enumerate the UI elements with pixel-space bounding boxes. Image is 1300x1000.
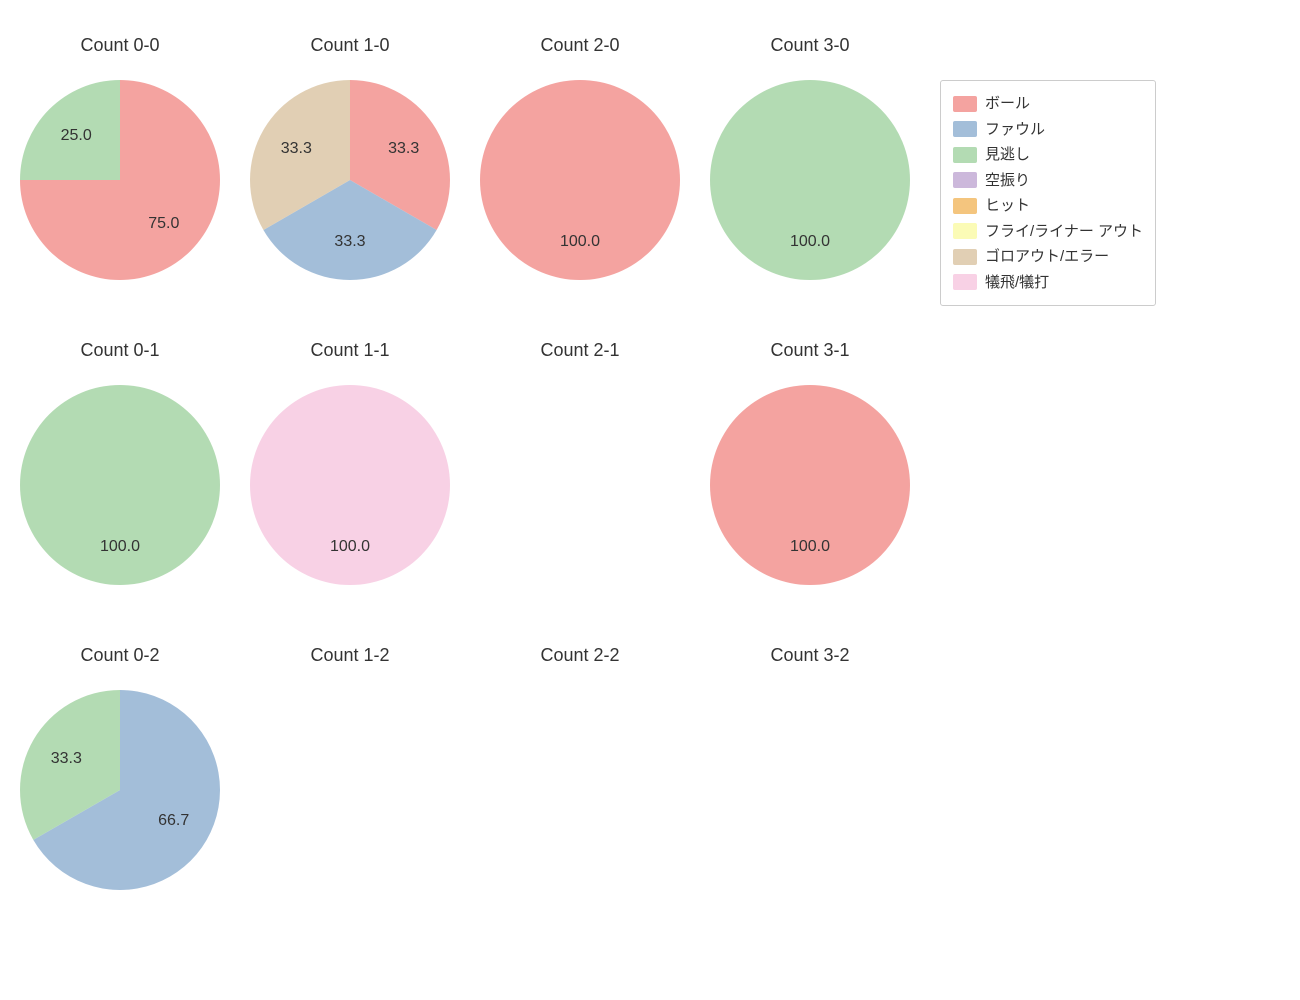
panel-count-1-0: Count 1-0 33.333.333.3	[240, 35, 460, 280]
panel-title: Count 3-2	[700, 645, 920, 666]
legend-item: 空振り	[953, 168, 1143, 194]
pie	[480, 385, 680, 585]
pie-holder: 100.0	[10, 385, 230, 585]
pie: 100.0	[710, 80, 910, 280]
legend-label: 見逃し	[985, 142, 1030, 168]
panel-count-1-2: Count 1-2	[240, 645, 460, 890]
legend-swatch	[953, 249, 977, 265]
pie-holder: 100.0	[470, 80, 690, 280]
pie	[480, 690, 680, 890]
legend-item: ゴロアウト/エラー	[953, 244, 1143, 270]
pie-holder: 100.0	[700, 385, 920, 585]
legend-label: 空振り	[985, 168, 1030, 194]
panel-title: Count 1-2	[240, 645, 460, 666]
pie-holder	[700, 690, 920, 890]
pie: 66.733.3	[20, 690, 220, 890]
legend-label: ヒット	[985, 193, 1030, 219]
pie-grid-figure: Count 0-075.025.0Count 1-033.333.333.3Co…	[0, 0, 1300, 1000]
panel-count-1-1: Count 1-1 100.0	[240, 340, 460, 585]
pie-slice-look	[20, 385, 220, 585]
legend-swatch	[953, 121, 977, 137]
panel-title: Count 0-0	[10, 35, 230, 56]
legend-swatch	[953, 96, 977, 112]
legend-item: ファウル	[953, 117, 1143, 143]
legend-swatch	[953, 172, 977, 188]
panel-title: Count 2-0	[470, 35, 690, 56]
panel-count-0-0: Count 0-0 75.025.0	[10, 35, 230, 280]
panel-title: Count 1-0	[240, 35, 460, 56]
pie-holder: 100.0	[240, 385, 460, 585]
panel-count-0-1: Count 0-1 100.0	[10, 340, 230, 585]
pie-slice-look	[710, 80, 910, 280]
pie-holder	[470, 385, 690, 585]
legend-swatch	[953, 147, 977, 163]
pie: 100.0	[250, 385, 450, 585]
pie: 75.025.0	[20, 80, 220, 280]
panel-count-2-2: Count 2-2	[470, 645, 690, 890]
legend-item: ヒット	[953, 193, 1143, 219]
panel-count-2-1: Count 2-1	[470, 340, 690, 585]
pie-slice-ball	[480, 80, 680, 280]
legend-label: ゴロアウト/エラー	[985, 244, 1109, 270]
panel-count-3-0: Count 3-0 100.0	[700, 35, 920, 280]
legend: ボールファウル見逃し空振りヒットフライ/ライナー アウトゴロアウト/エラー犠飛/…	[940, 80, 1156, 306]
pie-holder: 33.333.333.3	[240, 80, 460, 280]
pie-holder: 66.733.3	[10, 690, 230, 890]
pie	[250, 690, 450, 890]
pie-holder: 100.0	[700, 80, 920, 280]
panel-count-0-2: Count 0-2 66.733.3	[10, 645, 230, 890]
pie: 33.333.333.3	[250, 80, 450, 280]
legend-item: 犠飛/犠打	[953, 270, 1143, 296]
pie: 100.0	[710, 385, 910, 585]
legend-swatch	[953, 274, 977, 290]
legend-item: ボール	[953, 91, 1143, 117]
legend-label: ファウル	[985, 117, 1045, 143]
pie: 100.0	[480, 80, 680, 280]
legend-label: 犠飛/犠打	[985, 270, 1049, 296]
pie: 100.0	[20, 385, 220, 585]
panel-title: Count 3-1	[700, 340, 920, 361]
panel-title: Count 0-1	[10, 340, 230, 361]
legend-item: フライ/ライナー アウト	[953, 219, 1143, 245]
panel-title: Count 2-1	[470, 340, 690, 361]
legend-label: フライ/ライナー アウト	[985, 219, 1143, 245]
pie-holder: 75.025.0	[10, 80, 230, 280]
legend-swatch	[953, 223, 977, 239]
panel-title: Count 0-2	[10, 645, 230, 666]
panel-title: Count 2-2	[470, 645, 690, 666]
legend-swatch	[953, 198, 977, 214]
pie-holder	[240, 690, 460, 890]
pie-slice-ball	[710, 385, 910, 585]
pie	[710, 690, 910, 890]
pie-holder	[470, 690, 690, 890]
panel-title: Count 3-0	[700, 35, 920, 56]
legend-label: ボール	[985, 91, 1030, 117]
pie-slice-look	[20, 80, 120, 180]
panel-count-3-2: Count 3-2	[700, 645, 920, 890]
panel-count-3-1: Count 3-1 100.0	[700, 340, 920, 585]
pie-slice-sac	[250, 385, 450, 585]
panel-title: Count 1-1	[240, 340, 460, 361]
legend-item: 見逃し	[953, 142, 1143, 168]
panel-count-2-0: Count 2-0 100.0	[470, 35, 690, 280]
